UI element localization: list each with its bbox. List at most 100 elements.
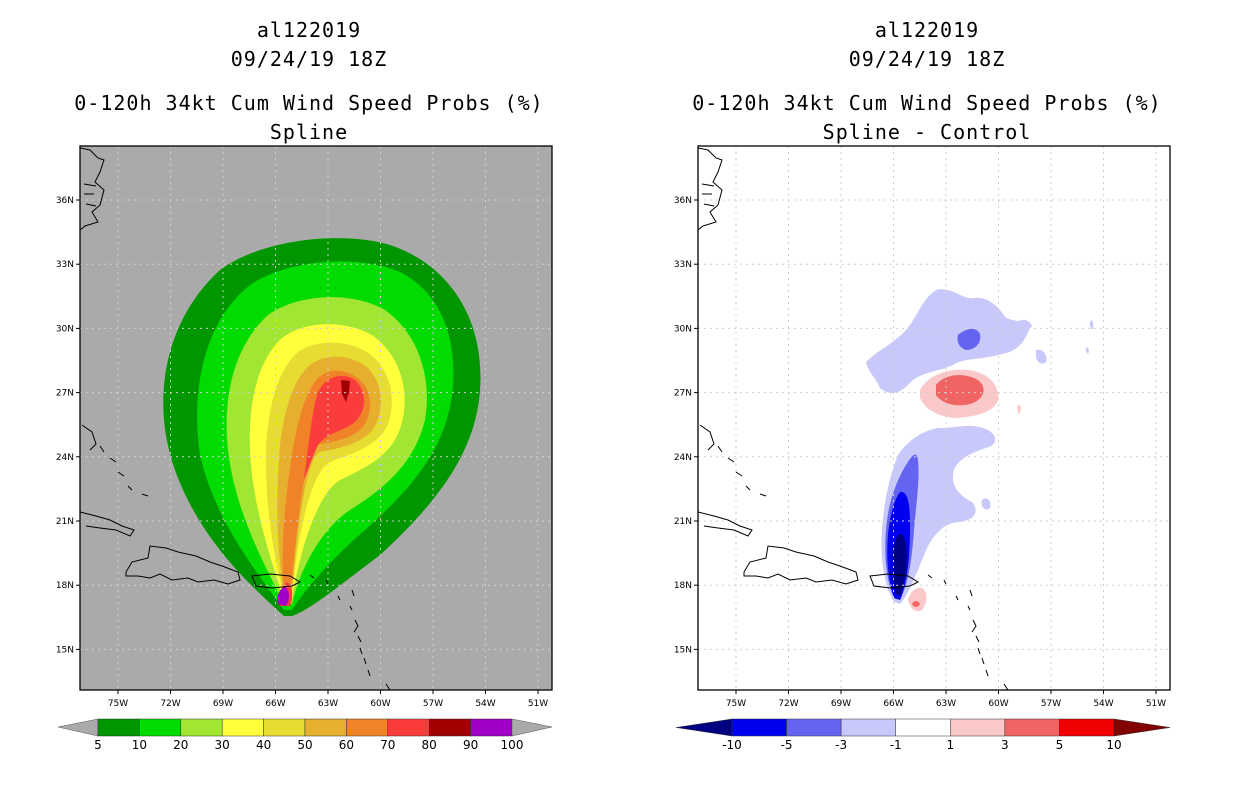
contour-neg3-north — [957, 328, 981, 350]
x-tick-label: 51W — [528, 699, 548, 709]
x-tick-label: 54W — [475, 699, 495, 709]
colorbar-segment — [895, 718, 951, 737]
x-tick-label: 69W — [831, 699, 851, 709]
colorbar-high-arrow — [511, 718, 553, 737]
colorbar-segment — [1004, 718, 1060, 737]
colorbar-label: 80 — [422, 738, 437, 752]
colorbar-segment — [840, 718, 896, 737]
contour-neg1-east — [981, 498, 991, 510]
y-tick-label: 27N — [56, 389, 74, 399]
probability-contours — [163, 238, 481, 617]
panel-spline: al122019 09/24/19 18Z 0-120h 34kt Cum Wi… — [56, 18, 553, 752]
colorbar-segment — [387, 718, 430, 737]
chart-subtitle: Spline — [269, 120, 349, 144]
x-tick-label: 57W — [423, 699, 443, 709]
contour-neg1-dot2 — [1085, 347, 1089, 354]
colorbar-segment — [221, 718, 264, 737]
y-tick-label: 15N — [674, 645, 692, 655]
colorbar-segment — [180, 718, 223, 737]
colorbar-segment — [950, 718, 1006, 737]
x-tick-label: 66W — [265, 699, 285, 709]
storm-id: al122019 — [256, 18, 362, 42]
colorbar-label: -5 — [781, 738, 793, 752]
contour-100 — [281, 592, 288, 602]
chart-subtitle: Spline - Control — [822, 120, 1032, 144]
map-chart: 75W 72W 69W 66W 63W 60W 57W 54W 51W 36N 33N 30N 27N 2… — [56, 145, 553, 752]
grid-lines — [80, 146, 552, 690]
contour-pos1-tiny — [1017, 404, 1021, 414]
map-chart: 75W 72W 69W 66W 63W 60W 57W 54W 51W 36N 33N 30N 27N 2… — [674, 145, 1171, 752]
colorbar-segment — [470, 718, 513, 737]
contour-pos1-south — [908, 587, 927, 612]
colorbar-segment — [263, 718, 306, 737]
colorbar-label: 30 — [215, 738, 230, 752]
coastlines — [698, 147, 1009, 690]
colorbar-segment — [346, 718, 389, 737]
colorbar-segment — [731, 718, 787, 737]
colorbar-segment — [786, 718, 842, 737]
colorbar-label: -10 — [722, 738, 742, 752]
x-tick-label: 72W — [778, 699, 798, 709]
x-tick-label: 60W — [988, 699, 1008, 709]
x-tick-label: 54W — [1093, 699, 1113, 709]
y-tick-label: 21N — [56, 517, 74, 527]
y-tick-label: 24N — [674, 453, 692, 463]
colorbar-label: 10 — [1106, 738, 1121, 752]
contour-neg1-north-b — [1036, 349, 1047, 364]
datetime: 09/24/19 18Z — [848, 47, 1006, 71]
colorbar-segment — [304, 718, 347, 737]
contour-60 — [282, 370, 371, 594]
colorbar: 5 10 20 30 40 50 60 70 80 90 100 — [57, 718, 553, 752]
contour-pos3-mid — [936, 375, 984, 406]
y-tick-label: 24N — [56, 453, 74, 463]
colorbar-low-arrow — [57, 718, 99, 737]
x-tick-label: 66W — [883, 699, 903, 709]
contour-neg1-north-c — [1014, 319, 1032, 331]
colorbar-label: -1 — [890, 738, 902, 752]
contour-neg1-north — [866, 289, 1030, 393]
chart-title: 0-120h 34kt Cum Wind Speed Probs (%) — [74, 91, 544, 115]
storm-id: al122019 — [874, 18, 980, 42]
axis-labels: 75W 72W 69W 66W 63W 60W 57W 54W 51W 36N 33N 30N 27N 2… — [674, 196, 1166, 709]
contour-neg1-dot — [1089, 320, 1094, 330]
y-tick-label: 33N — [56, 260, 74, 270]
panel-spline-control: al122019 09/24/19 18Z 0-120h 34kt Cum Wi… — [618, 0, 1236, 800]
colorbar-label: 1 — [946, 738, 954, 752]
chart-title: 0-120h 34kt Cum Wind Speed Probs (%) — [692, 91, 1162, 115]
colorbar-low-arrow — [675, 718, 733, 737]
colorbar-segment — [139, 718, 182, 737]
x-tick-label: 75W — [726, 699, 746, 709]
colorbar-segment — [97, 718, 140, 737]
axis-labels: 75W 72W 69W 66W 63W 60W 57W 54W 51W 36N 33N 30N 27N 2… — [56, 196, 548, 709]
y-tick-label: 21N — [674, 517, 692, 527]
colorbar: -10 -5 -3 -1 1 3 5 10 — [675, 718, 1171, 752]
x-tick-label: 63W — [318, 699, 338, 709]
y-tick-label: 36N — [674, 196, 692, 206]
x-tick-label: 69W — [213, 699, 233, 709]
y-tick-label: 18N — [56, 581, 74, 591]
grid-lines — [698, 146, 1170, 690]
contour-pos3-south — [912, 601, 920, 607]
colorbar-label: 100 — [501, 738, 524, 752]
contour-70 — [304, 376, 365, 480]
x-tick-label: 51W — [1146, 699, 1166, 709]
colorbar-label: 3 — [1001, 738, 1009, 752]
x-tick-label: 57W — [1041, 699, 1061, 709]
coastlines — [80, 147, 391, 690]
map-frame — [79, 145, 553, 691]
y-tick-label: 30N — [674, 324, 692, 334]
colorbar-label: -3 — [835, 738, 847, 752]
y-tick-label: 15N — [56, 645, 74, 655]
y-tick-label: 33N — [674, 260, 692, 270]
colorbar-label: 5 — [1056, 738, 1064, 752]
difference-contours — [866, 289, 1094, 612]
x-tick-label: 60W — [370, 699, 390, 709]
colorbar-label: 90 — [463, 738, 478, 752]
x-tick-label: 72W — [160, 699, 180, 709]
x-tick-label: 75W — [108, 699, 128, 709]
colorbar-label: 60 — [339, 738, 354, 752]
colorbar-label: 10 — [132, 738, 147, 752]
colorbar-high-arrow — [1113, 718, 1171, 737]
y-tick-label: 18N — [674, 581, 692, 591]
map-frame — [697, 145, 1171, 691]
